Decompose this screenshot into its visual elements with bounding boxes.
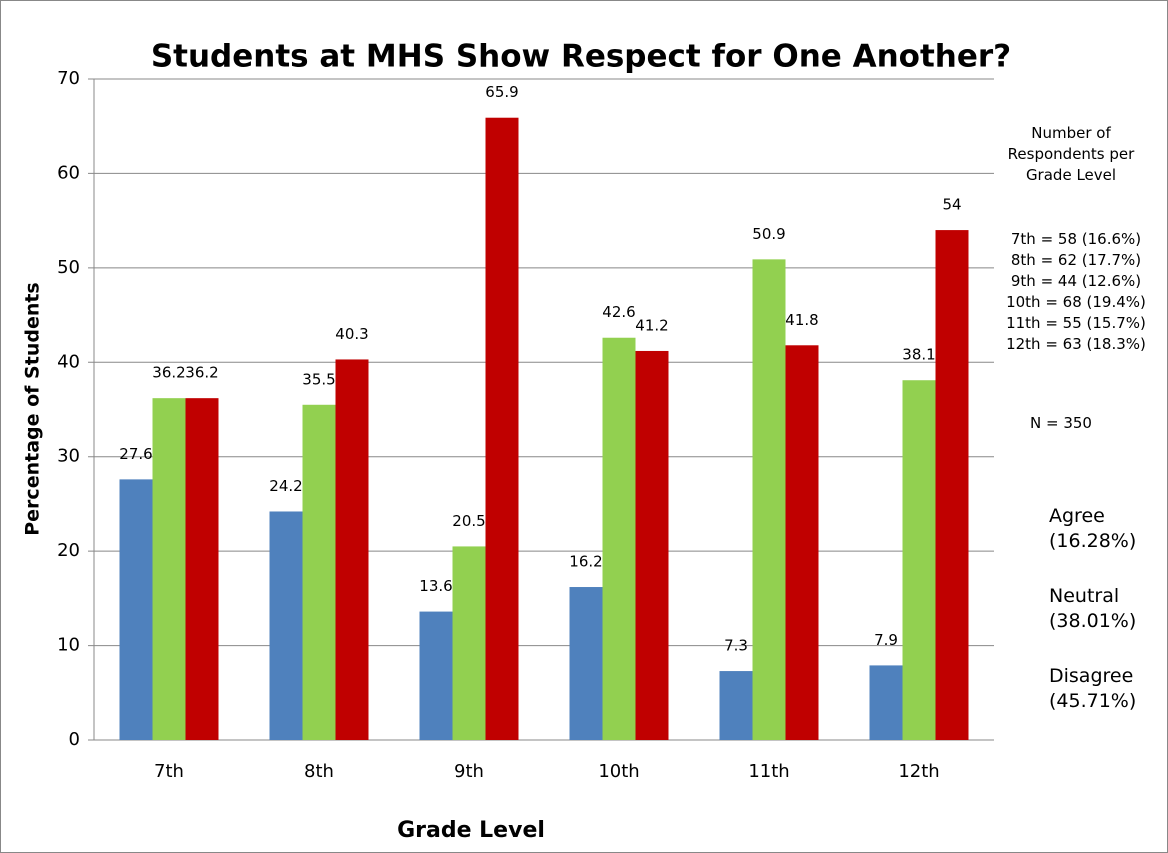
chart-title: Students at MHS Show Respect for One Ano… <box>151 39 1011 75</box>
value-label: 7.9 <box>874 631 898 649</box>
annotation-line: 10th = 68 (19.4%) <box>1006 293 1146 311</box>
y-tick-label: 30 <box>57 446 80 467</box>
y-tick-label: 50 <box>57 257 80 278</box>
value-label: 54 <box>942 196 961 214</box>
legend-label: Disagree (45.71%) <box>1049 665 1137 712</box>
value-label: 7.3 <box>724 637 748 655</box>
bar <box>752 259 786 740</box>
bar <box>452 546 486 740</box>
bar <box>719 671 753 740</box>
bar <box>119 479 153 740</box>
y-tick-label: 0 <box>69 729 80 750</box>
x-tick-label: 8th <box>304 761 334 782</box>
value-label: 13.6 <box>419 577 452 595</box>
value-label: 42.6 <box>602 303 635 321</box>
bar <box>185 398 219 740</box>
bar <box>569 587 603 740</box>
bar <box>602 337 636 740</box>
bar <box>785 345 819 740</box>
value-label: 27.6 <box>119 445 152 463</box>
bar <box>635 350 669 740</box>
annotation-line: 8th = 62 (17.7%) <box>1010 251 1142 269</box>
y-axis-label: Percentage of Students <box>22 282 44 536</box>
bar <box>152 398 186 740</box>
y-tick-label: 20 <box>57 540 80 561</box>
bar <box>335 359 369 740</box>
x-tick-label: 11th <box>748 761 789 782</box>
bar <box>935 230 969 741</box>
annotation-heading: Number of Respondents per Grade Level <box>1007 124 1135 184</box>
annotation: 7th = 58 (16.6%) 8th = 62 (17.7%) 9th = 44… <box>991 229 1161 355</box>
value-label: 36.2 <box>185 364 218 382</box>
value-label: 41.8 <box>785 311 818 329</box>
value-label: 65.9 <box>485 83 518 101</box>
bar <box>419 611 453 740</box>
y-tick-label: 10 <box>57 635 80 656</box>
value-label: 41.2 <box>635 316 668 334</box>
bar <box>902 380 936 740</box>
legend-label: Neutral (38.01%) <box>1049 585 1137 632</box>
value-label: 35.5 <box>302 370 335 388</box>
annotation-line: 7th = 58 (16.6%) <box>1010 230 1142 248</box>
value-label: 38.1 <box>902 346 935 364</box>
x-tick-label: 12th <box>898 761 939 782</box>
annotation-line: 9th = 44 (12.6%) <box>1010 272 1142 290</box>
value-label: 16.2 <box>569 553 602 571</box>
value-label: 20.5 <box>452 512 485 530</box>
annotation-total: N = 350 <box>1030 414 1092 432</box>
y-tick-label: 40 <box>57 351 80 372</box>
bar <box>485 117 519 741</box>
bar <box>269 511 303 740</box>
x-tick-label: 10th <box>598 761 639 782</box>
y-tick-label: 60 <box>57 162 80 183</box>
value-label: 24.2 <box>269 477 302 495</box>
value-label: 40.3 <box>335 325 368 343</box>
x-axis-label: Grade Level <box>397 818 545 843</box>
value-label: 50.9 <box>752 225 785 243</box>
bar <box>302 404 336 740</box>
y-tick-label: 70 <box>57 68 80 89</box>
annotation-line: 11th = 55 (15.7%) <box>1006 314 1146 332</box>
value-label: 36.2 <box>152 364 185 382</box>
x-tick-label: 7th <box>154 761 184 782</box>
annotation-line: 12th = 63 (18.3%) <box>1006 335 1146 353</box>
bar <box>869 665 903 740</box>
x-tick-label: 9th <box>454 761 484 782</box>
legend-label: Agree (16.28%) <box>1049 505 1137 552</box>
